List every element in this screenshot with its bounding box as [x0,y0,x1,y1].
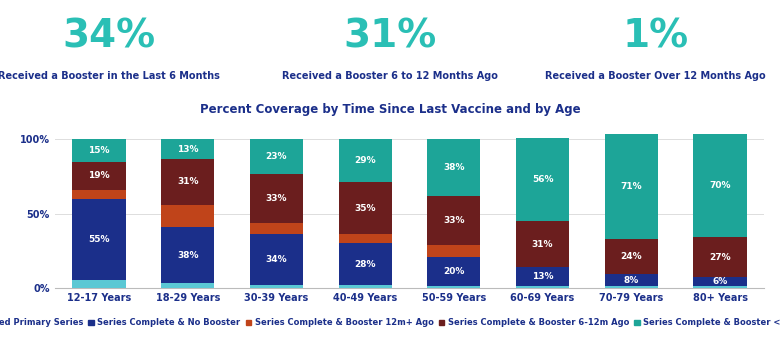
Legend: Initiated Primary Series, Series Complete & No Booster, Series Complete & Booste: Initiated Primary Series, Series Complet… [0,318,780,327]
Bar [339,243,392,285]
Text: Received a Booster Over 12 Months Ago: Received a Booster Over 12 Months Ago [545,71,765,81]
Bar [250,285,303,288]
Bar [161,227,214,283]
Bar [161,205,214,227]
Bar [250,234,303,285]
Text: 28%: 28% [354,260,376,269]
Bar [427,139,480,196]
Text: 31%: 31% [343,18,437,56]
Text: 13%: 13% [532,272,553,281]
Text: 34%: 34% [266,255,287,264]
Text: Received a Booster in the Last 6 Months: Received a Booster in the Last 6 Months [0,71,220,81]
Text: 70%: 70% [709,181,731,190]
Bar [73,199,126,280]
Bar [339,285,392,288]
Text: 1%: 1% [622,18,688,56]
Text: 6%: 6% [712,277,728,286]
Text: 31%: 31% [532,239,553,249]
Text: Received a Booster 6 to 12 Months Ago: Received a Booster 6 to 12 Months Ago [282,71,498,81]
Bar [250,139,303,173]
Text: 55%: 55% [88,235,110,244]
Text: 19%: 19% [88,171,110,180]
Text: 34%: 34% [62,18,156,56]
Bar [693,133,746,237]
Bar [427,257,480,286]
Text: 35%: 35% [354,204,376,213]
Bar [693,237,746,277]
Text: 71%: 71% [621,182,642,191]
Text: 38%: 38% [443,163,465,172]
Text: 13%: 13% [177,145,198,154]
Bar [427,245,480,257]
Bar [250,173,303,223]
Text: 33%: 33% [443,216,465,225]
Bar [693,277,746,286]
Bar [73,190,126,199]
Text: 38%: 38% [177,251,198,260]
Bar [339,234,392,243]
Bar [250,223,303,234]
Bar [516,221,569,267]
Bar [604,286,658,288]
Bar [604,239,658,274]
Text: Percent Coverage by Time Since Last Vaccine and by Age: Percent Coverage by Time Since Last Vacc… [200,103,580,116]
Text: 29%: 29% [354,157,376,165]
Bar [516,138,569,221]
Bar [427,196,480,245]
Text: 33%: 33% [266,193,287,203]
Bar [516,267,569,286]
Text: 27%: 27% [709,253,731,262]
Text: 15%: 15% [88,146,110,155]
Bar [161,283,214,288]
Text: 20%: 20% [443,267,465,276]
Bar [693,286,746,288]
Bar [73,280,126,288]
Text: 8%: 8% [624,276,639,285]
Text: 31%: 31% [177,177,198,186]
Bar [161,159,214,205]
Text: 23%: 23% [266,152,287,161]
Bar [339,183,392,234]
Bar [161,139,214,159]
Bar [604,274,658,286]
Bar [427,286,480,288]
Bar [516,286,569,288]
Bar [604,133,658,239]
Text: 56%: 56% [532,175,553,184]
Bar [73,162,126,190]
Bar [73,139,126,162]
Bar [339,139,392,183]
Text: 24%: 24% [621,252,642,261]
